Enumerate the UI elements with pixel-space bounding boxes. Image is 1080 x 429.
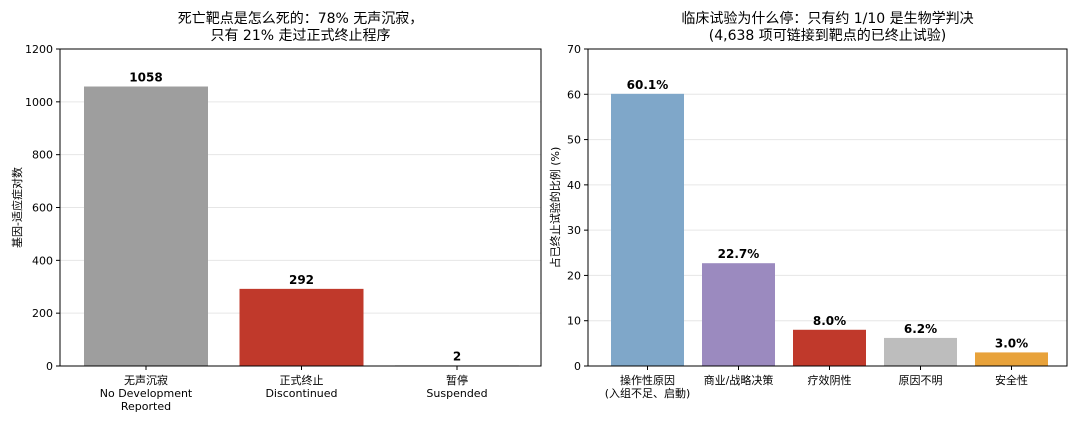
- chart2-category-label-2: 商业/战略决策: [704, 373, 774, 387]
- chart2-bar-1: [611, 93, 684, 366]
- chart1-ytick-label-6: 1200: [25, 43, 53, 56]
- chart1-ytick-label-1: 200: [32, 307, 53, 320]
- chart1-y-axis-label: 基因-适应症对数: [10, 167, 24, 248]
- chart1-category-label-1: 无声沉寂 No Development Reported: [100, 373, 193, 413]
- chart2-value-label-5: 3.0%: [995, 336, 1028, 350]
- chart1-category-label-2: 正式终止 Discontinued: [265, 373, 337, 400]
- chart2-bar-2: [702, 263, 775, 366]
- chart2-axes-frame: [587, 48, 1068, 367]
- chart1-ytick-label-0: 0: [46, 360, 53, 373]
- chart2-category-label-1: 操作性原因(入组不足、启動): [605, 373, 691, 400]
- chart2-ytick-label-1: 10: [567, 315, 581, 328]
- chart1-value-label-3: 2: [453, 349, 461, 363]
- chart1-value-label-2: 292: [289, 273, 314, 287]
- chart2-value-label-4: 6.2%: [904, 322, 937, 336]
- chart2-y-axis-label: 占已终止试验的比例 (%): [548, 147, 562, 269]
- chart2-bar-3: [793, 329, 866, 366]
- chart1-value-label-1: 1058: [129, 71, 162, 85]
- chart2-ytick-label-6: 60: [567, 88, 581, 101]
- chart1-ytick-label-5: 1000: [25, 96, 53, 109]
- chart2-bar-4: [884, 337, 957, 366]
- chart2-category-label-5: 安全性: [995, 373, 1028, 387]
- chart2-ytick-label-4: 40: [567, 179, 581, 192]
- chart2-value-label-1: 60.1%: [627, 78, 669, 92]
- chart1-bar-1: [84, 86, 208, 367]
- chart2-bar-5: [975, 352, 1048, 366]
- chart2-category-label-4: 原因不明: [899, 374, 943, 387]
- chart2-title: 临床试验为什么停：只有约 1/10 是生物学判决(4,638 项可链接到靶点的已…: [681, 10, 973, 44]
- chart2-ytick-label-3: 30: [567, 224, 581, 237]
- chart2-ytick-label-0: 0: [574, 360, 581, 373]
- chart1-title: 死亡靶点是怎么死的：78% 无声沉寂，只有 21% 走过正式终止程序: [178, 11, 424, 44]
- chart1-ytick-label-3: 600: [32, 202, 53, 215]
- chart2-value-label-3: 8.0%: [813, 314, 846, 328]
- chart1-ytick-label-4: 800: [32, 149, 53, 162]
- chart2-value-label-2: 22.7%: [718, 247, 760, 261]
- chart1-bar-2: [239, 288, 364, 366]
- chart1-ytick-label-2: 400: [32, 254, 53, 267]
- chart2-ytick-label-2: 20: [567, 269, 581, 282]
- chart2-ytick-label-5: 50: [567, 134, 581, 147]
- chart2-category-label-3: 疗效阴性: [808, 373, 852, 387]
- chart2-ytick-label-7: 70: [567, 43, 581, 56]
- chart1-category-label-3: 暂停 Suspended: [426, 373, 487, 400]
